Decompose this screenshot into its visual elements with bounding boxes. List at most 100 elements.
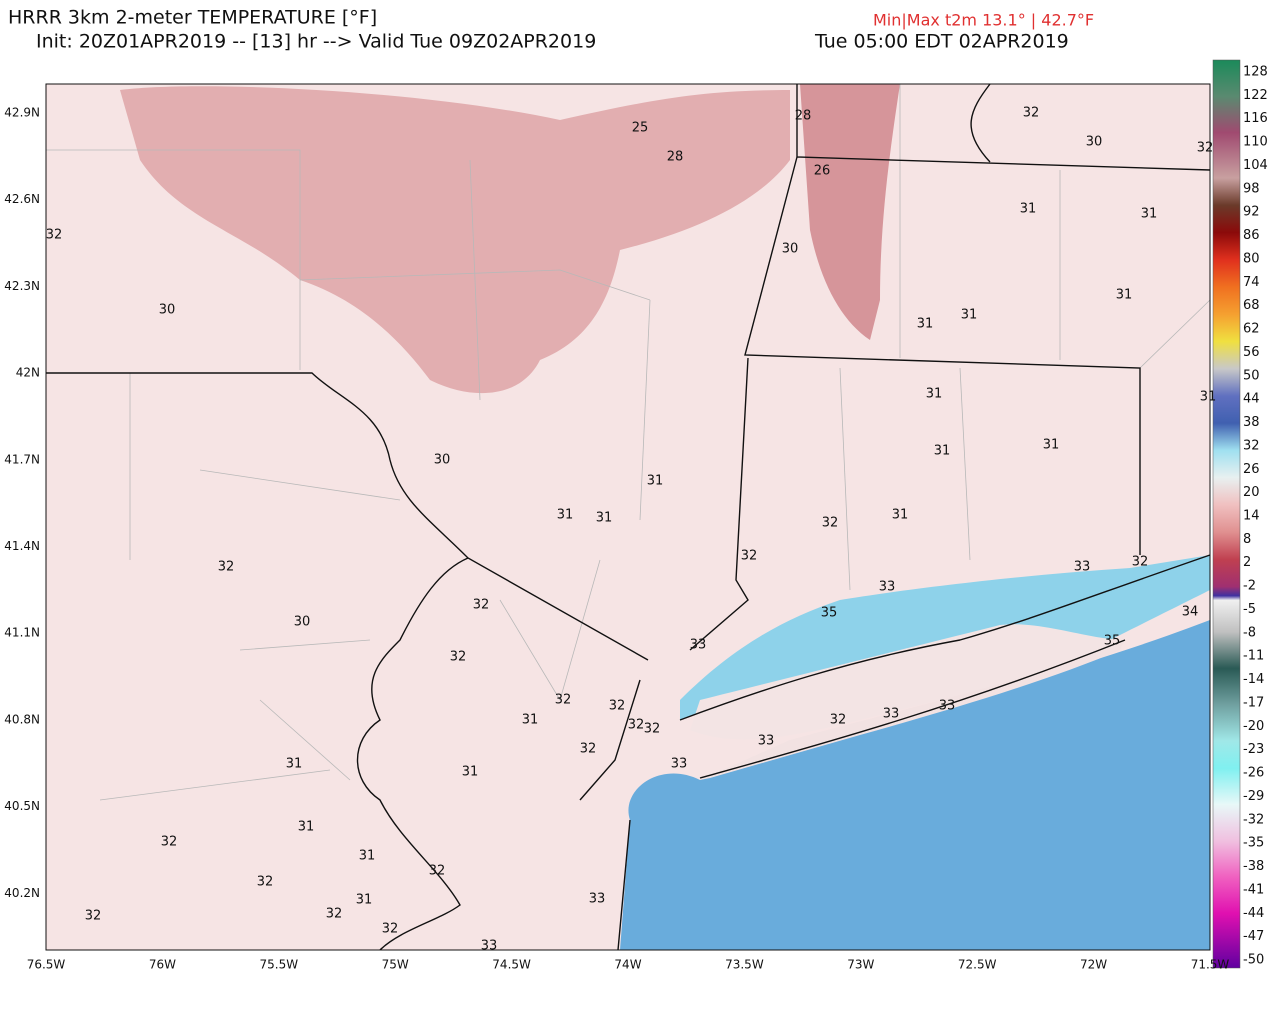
colorbar-label: 80 xyxy=(1243,251,1260,266)
colorbar-label: 2 xyxy=(1243,555,1251,570)
colorbar-label: 20 xyxy=(1243,485,1260,500)
temperature-label: 32 xyxy=(85,909,102,924)
colorbar-label: -8 xyxy=(1243,625,1256,640)
colorbar-label: 74 xyxy=(1243,275,1260,290)
temperature-label: 30 xyxy=(159,303,176,318)
lat-label: 42.3N xyxy=(4,279,40,293)
temperature-label: 31 xyxy=(1020,202,1037,217)
temperature-label: 32 xyxy=(1132,555,1149,570)
colorbar-label: 50 xyxy=(1243,368,1260,383)
lat-label: 40.5N xyxy=(4,799,40,813)
lon-label: 75.5W xyxy=(260,958,299,972)
colorbar-label: -29 xyxy=(1243,789,1264,804)
colorbar-label: 32 xyxy=(1243,438,1260,453)
colorbar-label: -26 xyxy=(1243,766,1264,781)
temperature-label: 31 xyxy=(298,820,315,835)
temperature-label: 35 xyxy=(821,606,838,621)
lat-label: 40.2N xyxy=(4,886,40,900)
temperature-label: 32 xyxy=(609,699,626,714)
temperature-label: 31 xyxy=(286,757,303,772)
temperature-label: 32 xyxy=(326,907,343,922)
ocean xyxy=(620,620,1210,950)
lon-label: 72W xyxy=(1080,958,1107,972)
county-lines xyxy=(46,84,1211,801)
colorbar-label: -35 xyxy=(1243,836,1264,851)
temperature-label: 34 xyxy=(1182,605,1199,620)
map-frame xyxy=(45,83,1211,951)
temperature-label: 32 xyxy=(1197,141,1214,156)
colorbar-label: -38 xyxy=(1243,859,1264,874)
temperature-label: 28 xyxy=(795,109,812,124)
temperature-label: 33 xyxy=(883,707,900,722)
temperature-label: 33 xyxy=(671,757,688,772)
colorbar-label: -2 xyxy=(1243,579,1256,594)
temperature-label: 32 xyxy=(429,864,446,879)
colorbar-label: -41 xyxy=(1243,882,1264,897)
colorbar-label: 98 xyxy=(1243,181,1260,196)
temperature-label: 25 xyxy=(632,121,649,136)
temperature-label: 30 xyxy=(434,453,451,468)
cold-region xyxy=(120,86,790,394)
min-max: Min|Max t2m 13.1° | 42.7°F xyxy=(873,11,1094,30)
lon-label: 75W xyxy=(382,958,409,972)
colorbar-label: 122 xyxy=(1243,88,1268,103)
lon-label: 71.5W xyxy=(1191,958,1230,972)
temperature-label: 31 xyxy=(359,849,376,864)
lat-label: 41.4N xyxy=(4,539,40,553)
temperature-label: 30 xyxy=(1086,135,1103,150)
temperature-label: 33 xyxy=(879,580,896,595)
temperature-label: 31 xyxy=(356,893,373,908)
colorbar-label: 68 xyxy=(1243,298,1260,313)
state-border xyxy=(970,83,991,163)
temperature-label: 32 xyxy=(822,516,839,531)
temperature-label: 30 xyxy=(782,242,799,257)
temperature-label: 32 xyxy=(555,693,572,708)
temperature-label: 26 xyxy=(814,164,831,179)
colorbar-label: -17 xyxy=(1243,695,1264,710)
temperature-label: 32 xyxy=(580,742,597,757)
colorbar-label: -32 xyxy=(1243,812,1264,827)
colorbar-label: -14 xyxy=(1243,672,1264,687)
temperature-label: 28 xyxy=(667,150,684,165)
colorbar-label: -50 xyxy=(1243,953,1264,968)
lat-label: 42.6N xyxy=(4,192,40,206)
temperature-label: 31 xyxy=(522,713,539,728)
lat-label: 40.8N xyxy=(4,712,40,726)
colorbar-label: -47 xyxy=(1243,929,1264,944)
temperature-label: 31 xyxy=(1043,438,1060,453)
temperature-label: 31 xyxy=(647,474,664,489)
colorbar-label: 116 xyxy=(1243,111,1268,126)
temperature-label: 32 xyxy=(382,922,399,937)
state-border xyxy=(46,372,649,951)
lat-label: 41.7N xyxy=(4,452,40,466)
lon-label: 74.5W xyxy=(492,958,531,972)
colorbar-label: -5 xyxy=(1243,602,1256,617)
cold-region xyxy=(800,84,900,340)
colorbar-label: 110 xyxy=(1243,135,1268,150)
temperature-label: 31 xyxy=(1141,207,1158,222)
temperature-label: 31 xyxy=(934,444,951,459)
colorbar-label: 104 xyxy=(1243,158,1268,173)
long-island-shore xyxy=(700,640,1125,780)
colorbar-label: 62 xyxy=(1243,322,1260,337)
temperature-label: 33 xyxy=(1074,560,1091,575)
lon-label: 76.5W xyxy=(27,958,66,972)
temperature-label: 33 xyxy=(758,734,775,749)
temperature-label: 32 xyxy=(46,228,63,243)
colorbar-label: 8 xyxy=(1243,532,1251,547)
temperature-label: 32 xyxy=(644,722,661,737)
temperature-label: 31 xyxy=(596,511,613,526)
lat-label: 42.9N xyxy=(4,106,40,120)
init-line: Init: 20Z01APR2019 -- [13] hr --> Valid … xyxy=(36,31,596,53)
lon-label: 74W xyxy=(614,958,641,972)
temperature-label: 32 xyxy=(628,718,645,733)
temperature-label: 32 xyxy=(830,713,847,728)
lon-label: 76W xyxy=(149,958,176,972)
temperature-label: 30 xyxy=(294,615,311,630)
colorbar-label: -20 xyxy=(1243,719,1264,734)
title: HRRR 3km 2-meter TEMPERATURE [°F] xyxy=(8,7,377,29)
lon-label: 73.5W xyxy=(725,958,764,972)
temperature-label: 31 xyxy=(926,387,943,402)
local-time: Tue 05:00 EDT 02APR2019 xyxy=(814,31,1069,53)
